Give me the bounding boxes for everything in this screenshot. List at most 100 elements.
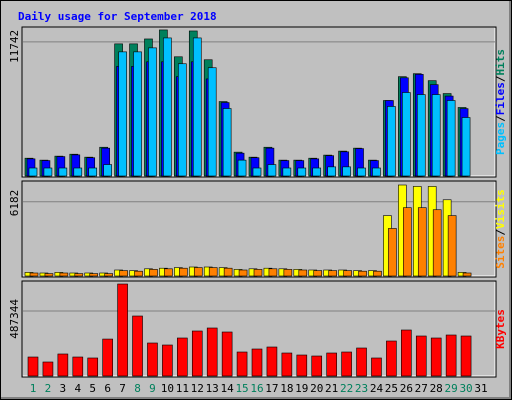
bar [57,353,69,377]
x-tick-label: 14 [221,382,235,395]
bar [42,361,54,377]
bar [386,340,397,377]
bar [89,273,99,277]
bar [102,338,113,377]
x-tick-label: 12 [191,382,204,395]
bar [402,92,411,177]
bar [193,267,203,277]
bar [222,108,232,177]
bar [238,269,248,277]
bar [282,167,292,177]
bar [373,270,382,277]
bar [445,334,457,377]
legend-entry: Hits [494,49,507,76]
chart-title: Daily usage for September 2018 [18,10,217,23]
x-tick-label: 26 [400,382,413,395]
bar [163,37,172,177]
bar [462,272,472,277]
x-tick-label: 19 [295,382,308,395]
x-tick-label: 11 [176,382,189,395]
x-tick-label: 30 [459,382,472,395]
bar [206,327,218,377]
bar [177,337,188,377]
x-tick-label: 1 [30,382,37,395]
legend-entry: Pages [494,122,507,155]
x-tick-label: 2 [45,382,52,395]
bar [357,167,366,177]
legend-entry: Sites [494,236,507,269]
bar [387,106,396,177]
x-tick-label: 8 [134,382,141,395]
x-tick-label: 3 [60,382,67,395]
bar [313,270,323,277]
bar [372,167,381,177]
bar [296,354,308,377]
y-tick-label: 11742 [8,30,21,63]
x-tick-label: 31 [474,382,487,395]
bar [432,209,442,277]
bar [164,268,173,277]
x-tick-label: 13 [206,382,219,395]
bar [283,269,293,277]
x-tick-label: 5 [89,382,96,395]
bar [431,94,441,177]
bar [342,166,351,177]
bar [118,51,127,177]
legend-separator: / [494,75,507,82]
legend: Pages/Files/Hits [494,49,507,155]
bar [266,346,278,377]
x-tick-label: 17 [265,382,278,395]
bar [461,117,471,177]
x-tick-label: 28 [430,382,443,395]
bar [446,100,456,177]
legend-entry: Visits [494,189,507,229]
bar [73,167,83,177]
bar [237,159,247,177]
x-tick-label: 23 [355,382,368,395]
bar [208,267,218,277]
x-tick-label: 15 [235,382,248,395]
y-tick-label: 487344 [8,299,21,339]
bar [132,315,143,377]
x-tick-label: 16 [250,382,263,395]
bar [133,51,142,177]
bar [236,351,248,377]
bar [149,269,158,277]
y-tick-label: 6182 [8,190,21,217]
bar [447,215,457,277]
bar [253,269,263,277]
bar [207,67,217,177]
x-tick-label: 7 [119,382,126,395]
legend: Sites/Visits [494,189,507,269]
bar [415,335,427,377]
bar [403,207,412,277]
x-tick-label: 22 [340,382,353,395]
x-tick-label: 24 [370,382,384,395]
bar [87,357,99,377]
bar [72,356,84,377]
bar [119,270,128,277]
bar [328,270,337,277]
legend-entry: Files [494,82,507,115]
bar [59,272,69,277]
x-tick-label: 25 [385,382,398,395]
bar [134,270,143,277]
bar [326,352,337,377]
x-tick-label: 9 [149,382,156,395]
bar [358,270,367,277]
bar [388,228,397,277]
legend-separator: / [494,229,507,236]
bar [460,335,472,377]
bar [191,330,203,377]
bar [58,167,68,177]
bar [179,267,188,277]
bar [343,270,352,277]
x-tick-label: 18 [280,382,293,395]
bar [251,348,263,377]
bar [44,273,54,277]
bar [103,164,112,177]
legend-entry: KBytes [494,309,507,349]
bar [28,167,38,177]
